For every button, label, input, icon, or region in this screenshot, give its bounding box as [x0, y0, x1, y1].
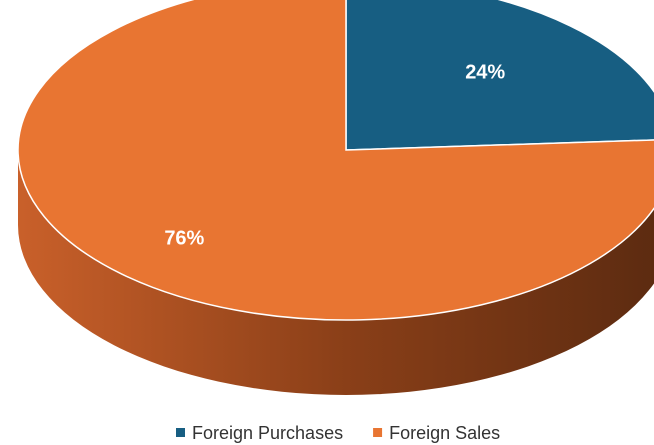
data-label: 76%	[164, 228, 204, 250]
pie-side	[18, 150, 654, 395]
legend-label: Foreign Purchases	[192, 423, 343, 443]
legend-swatch	[373, 428, 383, 437]
legend-label: Foreign Sales	[389, 423, 500, 443]
pie-slice	[17, 0, 654, 321]
legend-swatch	[176, 428, 185, 437]
pie-slice	[345, 0, 654, 151]
data-label: 24%	[465, 61, 505, 83]
